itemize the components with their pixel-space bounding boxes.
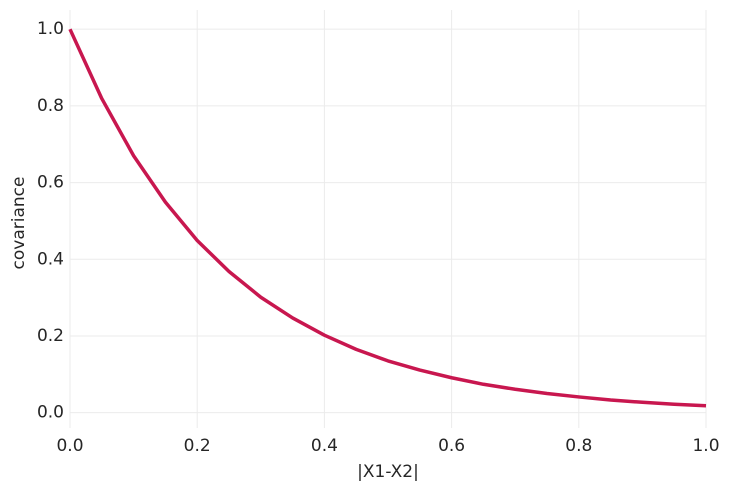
y-tick-label: 0.2 xyxy=(37,326,64,346)
y-tick-label: 0.6 xyxy=(37,173,64,193)
x-tick-label: 1.0 xyxy=(692,436,719,456)
y-tick-label: 0.0 xyxy=(37,403,64,423)
line xyxy=(68,28,707,408)
y-axis-label: covariance xyxy=(9,177,29,270)
y-tick-label: 0.4 xyxy=(37,249,64,269)
x-tick-label: 0.0 xyxy=(56,436,83,456)
x-tick-label: 0.2 xyxy=(184,436,211,456)
y-tick-label: 1.0 xyxy=(37,19,64,39)
x-tick-label: 0.6 xyxy=(438,436,465,456)
x-tick-label: 0.4 xyxy=(311,436,338,456)
x-tick-label: 0.8 xyxy=(565,436,592,456)
y-tick-label: 0.8 xyxy=(37,96,64,116)
x-axis-label: |X1-X2| xyxy=(357,462,419,482)
